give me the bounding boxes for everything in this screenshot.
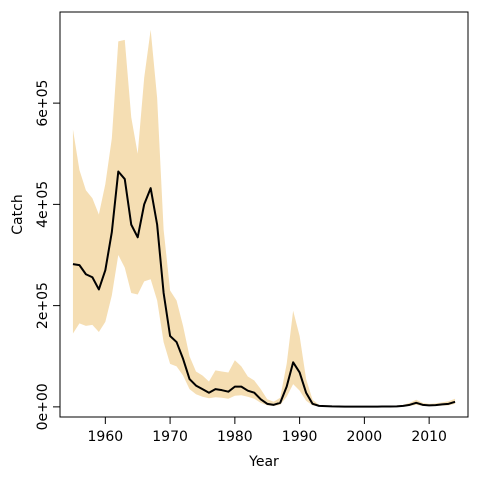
catch-line-layer xyxy=(72,170,456,408)
y-tick-label: 2e+05 xyxy=(35,282,51,329)
y-tick-label: 6e+05 xyxy=(35,80,51,127)
x-axis-title: Year xyxy=(248,454,279,470)
y-axis: 0e+00 2e+05 4e+05 6e+05 xyxy=(35,80,61,430)
x-tick-label: 1960 xyxy=(88,429,124,445)
y-tick-label: 0e+00 xyxy=(35,383,51,430)
y-tick-label: 4e+05 xyxy=(35,181,51,228)
x-tick-label: 1970 xyxy=(152,429,188,445)
confidence-band xyxy=(72,29,456,407)
x-tick-label: 2010 xyxy=(411,429,447,445)
x-axis: 1960 1970 1980 1990 2000 2010 xyxy=(88,416,447,445)
y-axis-title: Catch xyxy=(10,194,26,234)
catch-series-line xyxy=(72,170,456,408)
confidence-band-layer xyxy=(72,29,456,407)
x-tick-label: 1990 xyxy=(282,429,318,445)
x-tick-label: 1980 xyxy=(217,429,253,445)
x-tick-label: 2000 xyxy=(347,429,383,445)
